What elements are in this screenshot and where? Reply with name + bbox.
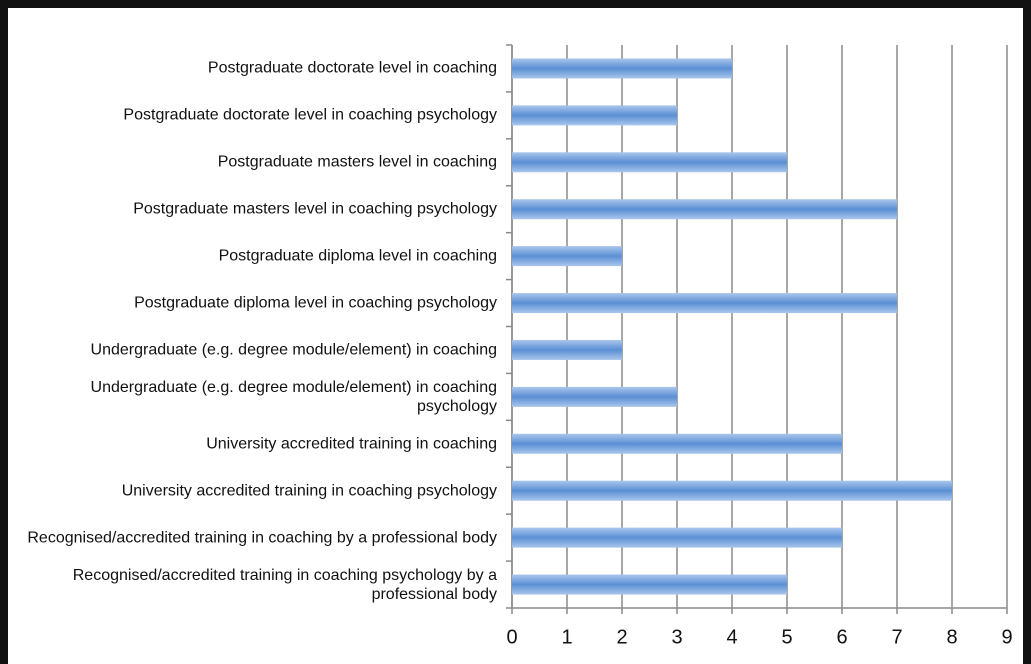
bar (512, 480, 952, 501)
y-tick-label: Postgraduate diploma level in coaching p… (134, 294, 497, 312)
bar (512, 433, 842, 454)
y-tick-label: Undergraduate (e.g. degree module/elemen… (90, 341, 497, 359)
x-tick-label: 3 (671, 626, 682, 648)
y-tick-label: Recognised/accredited training in coachi… (27, 529, 497, 547)
y-tick-label: Postgraduate diploma level in coaching (218, 247, 497, 265)
x-tick-label: 2 (616, 626, 627, 648)
bar (512, 152, 787, 173)
bar (512, 574, 787, 595)
y-tick-label: Undergraduate (e.g. degree module/elemen… (90, 378, 497, 415)
bar (512, 199, 897, 220)
x-tick-label: 1 (561, 626, 572, 648)
bar (512, 246, 622, 267)
y-tick-label: University accredited training in coachi… (121, 482, 497, 500)
y-tick-label: Postgraduate doctorate level in coaching (207, 59, 497, 77)
bar (512, 293, 897, 314)
x-tick-label: 0 (506, 626, 517, 648)
x-tick-label: 8 (946, 626, 957, 648)
x-tick-label: 6 (836, 626, 847, 648)
y-tick-label: University accredited training in coachi… (206, 435, 497, 453)
x-tick-label: 7 (891, 626, 902, 648)
x-tick-label: 9 (1001, 626, 1012, 648)
y-tick-label: Recognised/accredited training in coachi… (72, 566, 497, 603)
x-tick-label: 5 (781, 626, 792, 648)
y-tick-label: Postgraduate masters level in coaching (217, 153, 497, 171)
y-tick-label: Postgraduate doctorate level in coaching… (123, 106, 497, 124)
x-tick-label: 4 (726, 626, 737, 648)
bar (512, 58, 732, 79)
bar (512, 339, 622, 360)
bar (512, 105, 677, 126)
y-tick-label: Postgraduate masters level in coaching p… (133, 200, 497, 218)
bar (512, 386, 677, 407)
bar (512, 527, 842, 548)
